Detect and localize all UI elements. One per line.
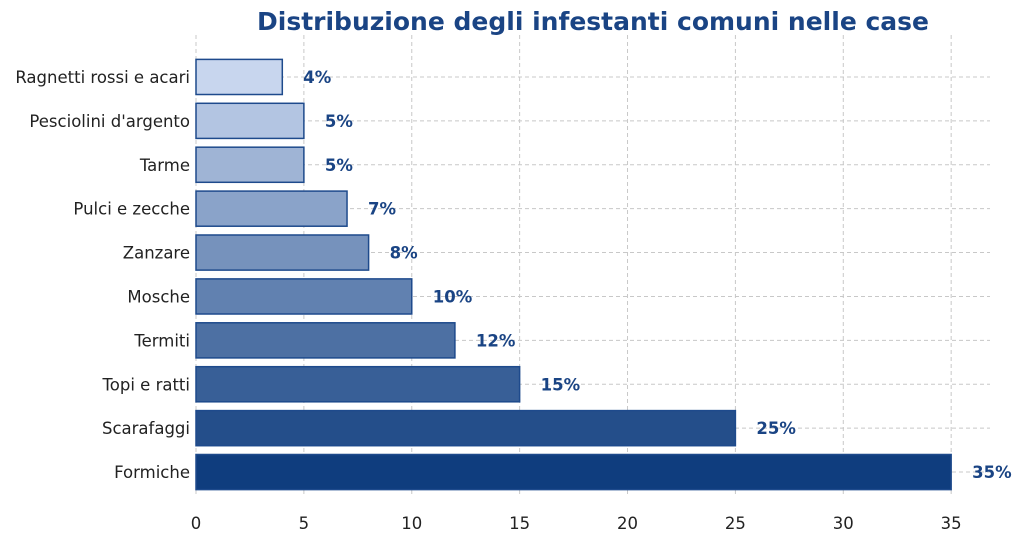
data-label: 15% [541,375,581,394]
x-tick-label: 0 [191,514,202,533]
bar [195,234,370,271]
x-tick-label: 20 [617,514,638,533]
bar [195,322,456,359]
data-label: 5% [325,112,353,131]
chart-title: Distribuzione degli infestanti comuni ne… [257,7,929,36]
bar [195,102,305,140]
x-tick-label: 35 [941,514,962,533]
bar [195,409,737,447]
data-label: 8% [390,244,418,263]
category-labels: Formiche Scarafaggi Topi e ratti Termiti Mos… [15,68,190,482]
x-tick-label: 10 [401,514,422,533]
category-label: Mosche [127,287,190,306]
category-label: Termiti [133,331,190,350]
x-tick-label: 25 [725,514,746,533]
x-tick-label: 15 [509,514,530,533]
data-label: 5% [325,156,353,175]
category-label: Pesciolini d'argento [29,112,190,131]
data-label: 12% [476,331,516,350]
category-label: Ragnetti rossi e acari [15,68,190,87]
bar [195,146,305,184]
bars [195,58,952,491]
bar [195,190,348,227]
bar [195,278,413,315]
category-label: Scarafaggi [102,419,190,438]
x-axis-ticks: 0 5 10 15 20 25 30 35 [191,514,962,533]
data-label: 35% [972,463,1012,482]
category-label: Tarme [139,156,190,175]
bar [195,58,284,96]
data-label: 4% [303,68,331,87]
x-tick-label: 5 [299,514,310,533]
category-label: Topi e ratti [102,375,191,394]
data-label: 25% [756,419,796,438]
bar [195,365,521,403]
bar [195,453,952,491]
data-labels: 35% 25% 15% 12% 10% 8% 7% 5% 5% 4% [303,68,1012,482]
category-label: Pulci e zecche [73,200,190,219]
category-label: Zanzare [123,244,190,263]
category-label: Formiche [114,463,190,482]
data-label: 7% [368,200,396,219]
x-tick-label: 30 [833,514,854,533]
data-label: 10% [433,287,473,306]
